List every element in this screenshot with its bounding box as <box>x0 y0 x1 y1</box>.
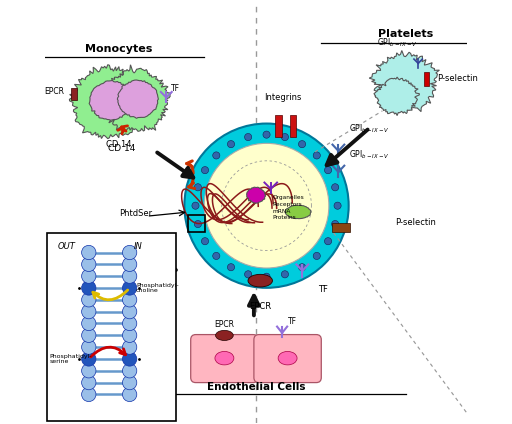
Circle shape <box>81 364 96 378</box>
Ellipse shape <box>278 351 297 365</box>
Circle shape <box>227 264 234 271</box>
FancyBboxPatch shape <box>190 335 258 382</box>
Circle shape <box>122 387 137 402</box>
Bar <box>48 233 176 421</box>
Text: OUT: OUT <box>57 243 75 251</box>
Circle shape <box>122 269 137 283</box>
Polygon shape <box>247 187 266 203</box>
Circle shape <box>81 352 96 366</box>
Circle shape <box>245 271 252 278</box>
Text: CD 14: CD 14 <box>106 140 132 149</box>
FancyBboxPatch shape <box>254 335 322 382</box>
Circle shape <box>81 245 96 259</box>
Circle shape <box>281 271 288 278</box>
Text: P-selectin: P-selectin <box>395 218 436 227</box>
Circle shape <box>332 184 339 191</box>
Text: GPI$_{b-IX-V}$: GPI$_{b-IX-V}$ <box>350 123 390 135</box>
Text: EPCR: EPCR <box>215 320 234 329</box>
Circle shape <box>81 293 96 307</box>
Circle shape <box>81 316 96 331</box>
Text: Integrins: Integrins <box>264 92 301 101</box>
Circle shape <box>184 123 349 288</box>
Text: GPI$_{b-IX-V}$: GPI$_{b-IX-V}$ <box>350 148 390 161</box>
Circle shape <box>81 281 96 295</box>
Circle shape <box>81 375 96 390</box>
Text: IN: IN <box>134 243 142 251</box>
Ellipse shape <box>215 351 234 365</box>
Circle shape <box>245 134 252 141</box>
Circle shape <box>332 220 339 228</box>
Ellipse shape <box>248 274 272 287</box>
Circle shape <box>195 184 202 191</box>
Circle shape <box>122 293 137 307</box>
Circle shape <box>81 387 96 402</box>
Text: TF: TF <box>172 84 180 93</box>
Text: Organelles
Receptors
mRNA
Proteins: Organelles Receptors mRNA Proteins <box>273 195 305 220</box>
Circle shape <box>122 364 137 378</box>
Polygon shape <box>70 65 147 139</box>
Text: TF: TF <box>318 285 328 294</box>
Circle shape <box>334 202 341 209</box>
Circle shape <box>122 340 137 354</box>
Circle shape <box>81 269 96 283</box>
Circle shape <box>313 152 321 159</box>
Circle shape <box>122 257 137 271</box>
Polygon shape <box>117 80 158 118</box>
Text: CD 14: CD 14 <box>108 144 135 153</box>
Bar <box>275 115 282 137</box>
Text: Phosphatidyl-
choline: Phosphatidyl- choline <box>136 282 179 293</box>
Circle shape <box>201 167 208 174</box>
Circle shape <box>81 328 96 343</box>
Polygon shape <box>374 77 419 116</box>
Text: Phosphatidyl-
serine: Phosphatidyl- serine <box>50 354 92 364</box>
Polygon shape <box>369 50 439 112</box>
Circle shape <box>122 316 137 331</box>
Bar <box>188 215 205 232</box>
Polygon shape <box>285 205 311 219</box>
Text: P-selectin: P-selectin <box>437 75 478 84</box>
Circle shape <box>325 167 332 174</box>
Circle shape <box>122 328 137 343</box>
Circle shape <box>298 141 306 148</box>
Circle shape <box>122 281 137 295</box>
Circle shape <box>122 352 137 366</box>
Bar <box>424 72 429 86</box>
Circle shape <box>195 220 202 228</box>
Circle shape <box>81 257 96 271</box>
Circle shape <box>313 252 321 259</box>
Circle shape <box>227 141 234 148</box>
Circle shape <box>122 375 137 390</box>
Bar <box>290 115 296 137</box>
Text: GPI$_{b-IX-V}$: GPI$_{b-IX-V}$ <box>377 36 417 49</box>
Text: TF: TF <box>288 318 297 326</box>
Circle shape <box>201 237 208 245</box>
Polygon shape <box>89 81 132 120</box>
Circle shape <box>81 340 96 354</box>
Ellipse shape <box>216 330 233 340</box>
Circle shape <box>122 304 137 319</box>
Text: Endothelial Cells: Endothelial Cells <box>207 382 305 392</box>
Text: Monocytes: Monocytes <box>86 44 153 54</box>
Circle shape <box>122 245 137 259</box>
Circle shape <box>263 131 270 138</box>
Circle shape <box>212 252 220 259</box>
Circle shape <box>281 134 288 141</box>
Text: EPCR: EPCR <box>45 87 65 96</box>
Text: PhtdSer: PhtdSer <box>119 209 152 218</box>
Bar <box>332 223 350 232</box>
Circle shape <box>325 237 332 245</box>
Text: Platelets: Platelets <box>378 29 433 39</box>
Text: EPCR: EPCR <box>249 302 271 311</box>
Circle shape <box>212 152 220 159</box>
Circle shape <box>204 143 329 268</box>
Bar <box>71 88 77 100</box>
Circle shape <box>298 264 306 271</box>
Circle shape <box>81 304 96 319</box>
Circle shape <box>263 273 270 280</box>
Circle shape <box>192 202 199 209</box>
Polygon shape <box>101 65 171 131</box>
